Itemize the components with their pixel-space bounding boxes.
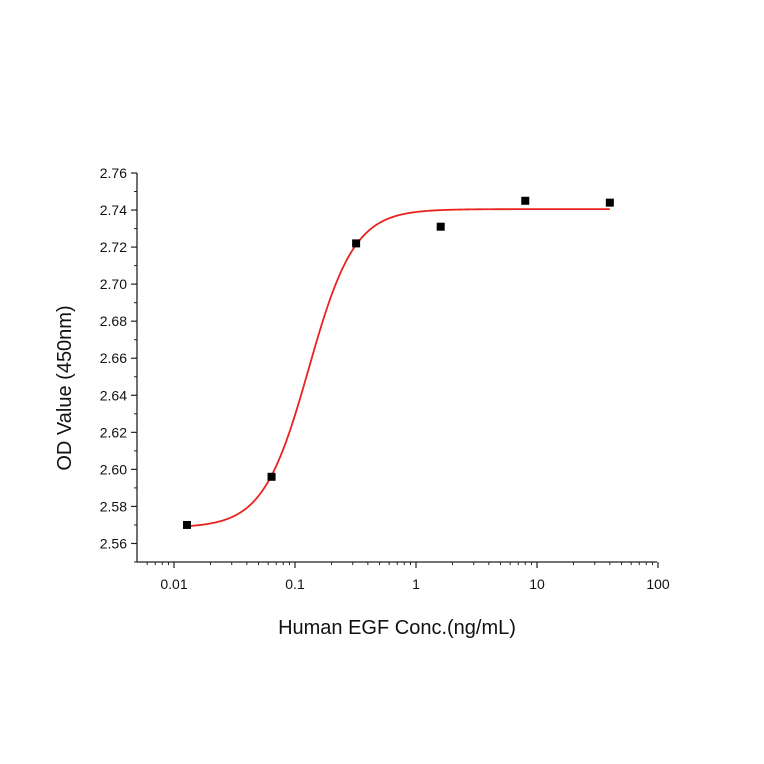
x-tick-label: 0.01 xyxy=(160,576,187,592)
data-point xyxy=(267,472,276,481)
data-point xyxy=(182,520,191,529)
y-tick-label: 2.66 xyxy=(100,350,127,366)
y-tick-label: 2.72 xyxy=(100,239,127,255)
y-tick-label: 2.68 xyxy=(100,313,127,329)
fit-curve xyxy=(186,208,610,528)
data-point xyxy=(521,196,530,205)
y-tick-label: 2.62 xyxy=(100,424,127,440)
y-tick-label: 2.60 xyxy=(100,461,127,477)
x-tick-label: 1 xyxy=(412,576,420,592)
y-tick-label: 2.56 xyxy=(100,535,127,551)
y-axis-title: OD Value (450nm) xyxy=(54,305,76,470)
data-point xyxy=(352,239,361,248)
y-tick-label: 2.58 xyxy=(100,498,127,514)
y-tick-label: 2.76 xyxy=(100,165,127,181)
x-tick-label: 100 xyxy=(646,576,670,592)
data-point xyxy=(605,198,614,207)
y-tick-label: 2.70 xyxy=(100,276,127,292)
x-tick-label: 10 xyxy=(529,576,545,592)
axes: 2.56 2.58 2.60 2.62 2.64 2.66 2.68 2.70 2.72 2.74… xyxy=(100,165,670,592)
fit-curve-layer xyxy=(186,208,610,528)
data-point xyxy=(436,222,445,231)
data-points-layer xyxy=(182,196,614,529)
x-axis-title: Human EGF Conc.(ng/mL) xyxy=(278,617,516,639)
y-tick-label: 2.74 xyxy=(100,202,127,218)
x-tick-label: 0.1 xyxy=(285,576,305,592)
y-tick-label: 2.64 xyxy=(100,387,127,403)
